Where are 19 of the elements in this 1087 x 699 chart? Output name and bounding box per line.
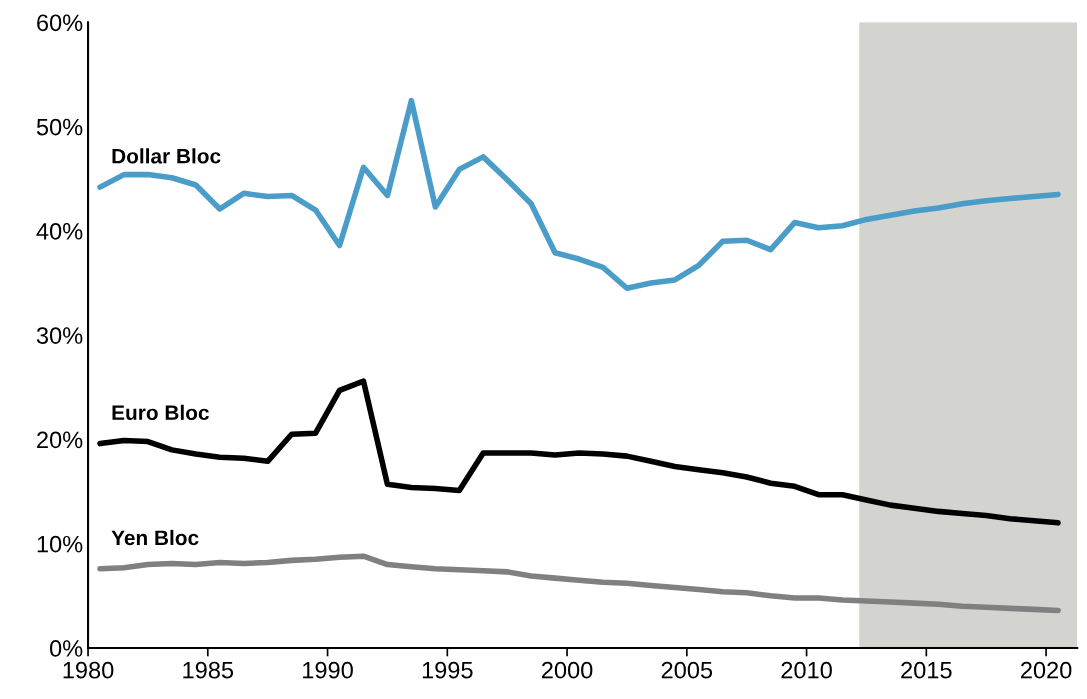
x-tick-label: 2005 — [661, 661, 713, 679]
x-tick-label: 2010 — [781, 661, 832, 679]
x-tick-label: 2000 — [541, 661, 593, 679]
series-label: Dollar Bloc — [112, 148, 221, 164]
x-tick-label: 2020 — [1021, 661, 1072, 679]
series-label: Yen Bloc — [111, 529, 199, 546]
y-tick-label: 40% — [36, 222, 83, 240]
y-tick-label: 30% — [36, 327, 83, 344]
y-tick-label: 20% — [37, 431, 83, 449]
series-label: Euro Bloc — [112, 404, 209, 421]
y-tick-label: 10% — [37, 535, 83, 553]
x-tick-label: 2015 — [901, 661, 952, 679]
x-tick-label: 1980 — [63, 661, 114, 679]
y-tick-label: 0% — [49, 640, 83, 657]
x-tick-label: 1990 — [303, 661, 353, 679]
x-tick-label: 1985 — [183, 661, 234, 679]
y-tick-label: 50% — [36, 118, 83, 136]
x-tick-label: 1995 — [422, 661, 473, 679]
y-tick-label: 60% — [37, 14, 83, 32]
